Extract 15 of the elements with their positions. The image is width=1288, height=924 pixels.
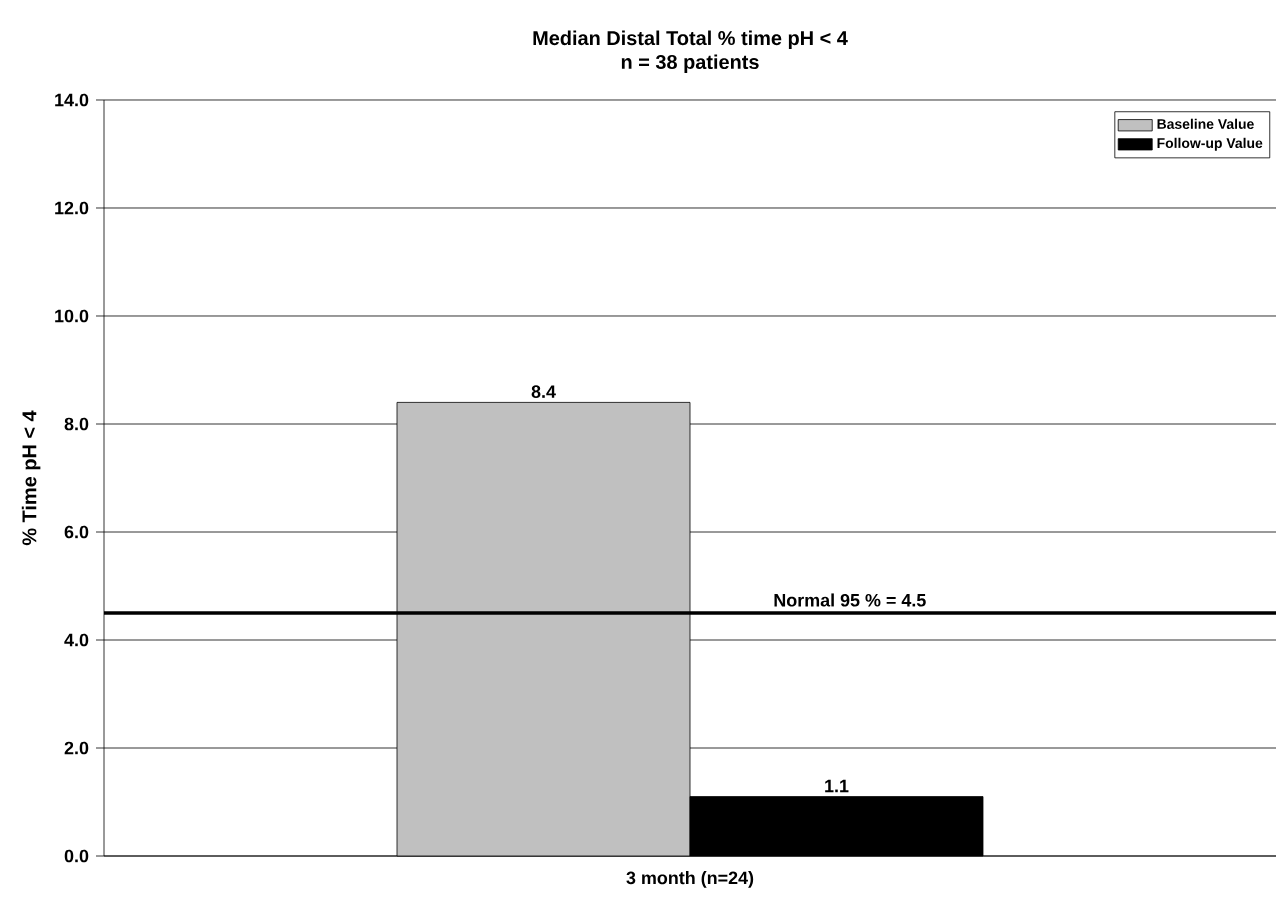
- x-tick-label: 3 month (n=24): [626, 871, 754, 888]
- y-tick-label: 14.0: [55, 93, 89, 107]
- data-label: 8.4: [531, 385, 556, 399]
- ref-line-label: Normal 95 % = 4.5: [774, 593, 926, 607]
- y-tick-label: 12.0: [55, 201, 89, 215]
- y-tick-label: 4.0: [64, 633, 89, 647]
- y-axis-title: % Time pH < 4: [21, 410, 41, 546]
- chart-subtitle: n = 38 patients: [621, 54, 759, 73]
- y-tick-label: 8.0: [64, 417, 89, 431]
- y-tick-label: 2.0: [64, 741, 89, 755]
- y-tick-label: 6.0: [64, 525, 89, 539]
- chart-title: Median Distal Total % time pH < 4: [533, 30, 848, 50]
- y-tick-label: 0.0: [64, 849, 89, 863]
- y-tick-label: 10.0: [55, 309, 89, 323]
- data-label: 1.1: [825, 779, 849, 793]
